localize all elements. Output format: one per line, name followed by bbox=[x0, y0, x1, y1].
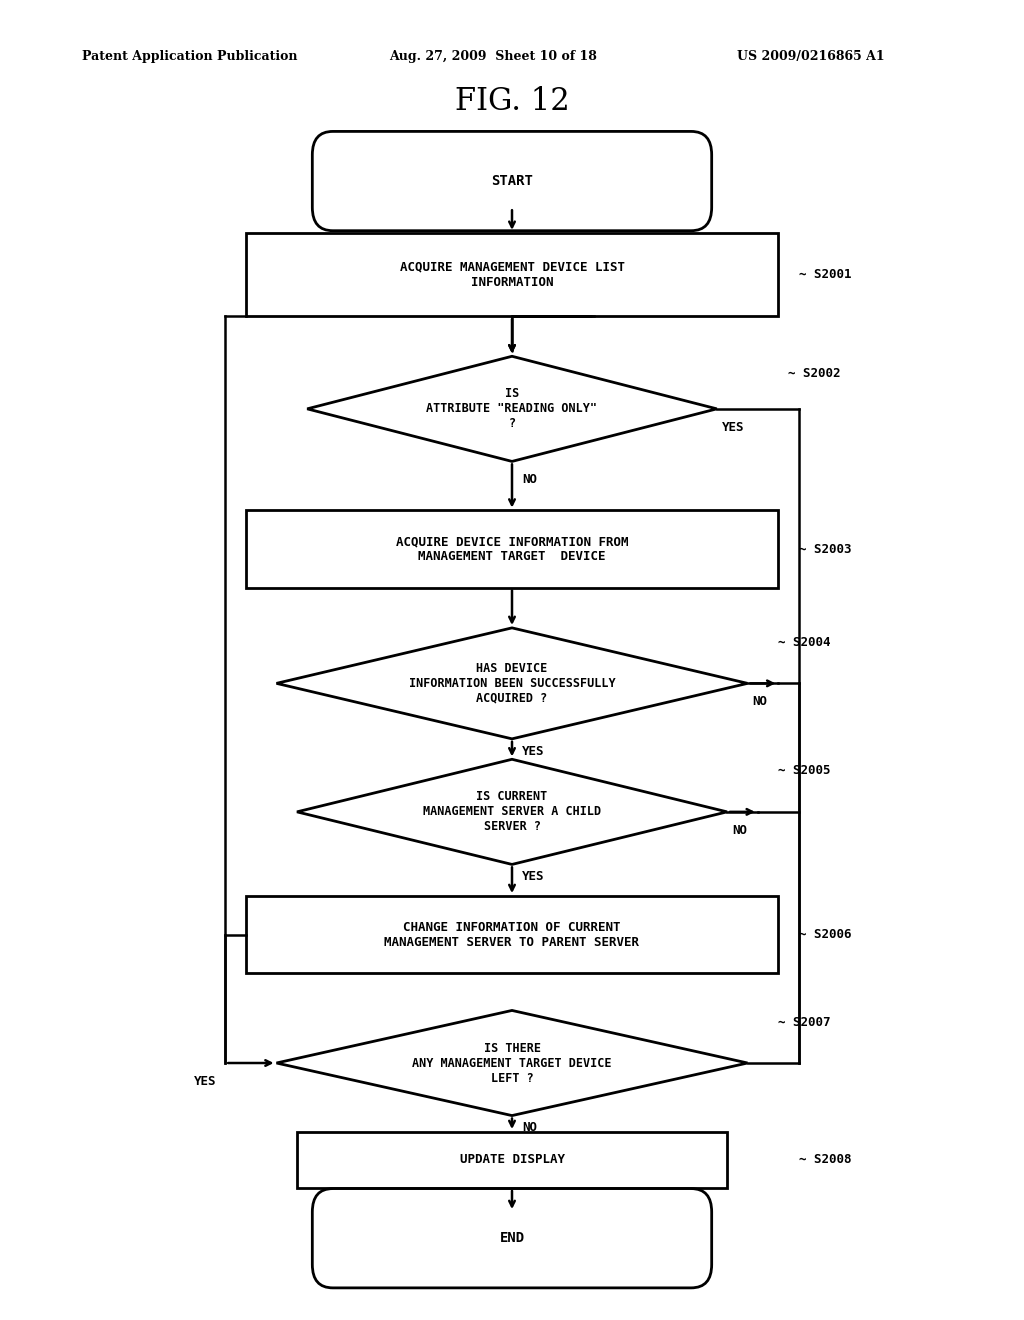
Text: YES: YES bbox=[194, 1074, 216, 1088]
Text: NO: NO bbox=[732, 824, 748, 837]
Text: ACQUIRE DEVICE INFORMATION FROM
MANAGEMENT TARGET  DEVICE: ACQUIRE DEVICE INFORMATION FROM MANAGEME… bbox=[395, 535, 629, 564]
Polygon shape bbox=[307, 356, 717, 462]
Bar bbox=[246, 511, 778, 587]
Text: YES: YES bbox=[522, 870, 545, 883]
Text: YES: YES bbox=[722, 421, 744, 433]
Text: ~ S2002: ~ S2002 bbox=[788, 367, 841, 380]
Text: NO: NO bbox=[522, 1122, 538, 1134]
Text: NO: NO bbox=[753, 696, 768, 708]
FancyBboxPatch shape bbox=[312, 1188, 712, 1288]
Text: YES: YES bbox=[522, 744, 545, 758]
Text: ~ S2006: ~ S2006 bbox=[799, 928, 851, 941]
Text: ~ S2005: ~ S2005 bbox=[778, 764, 830, 777]
Text: ~ S2004: ~ S2004 bbox=[778, 636, 830, 649]
Text: Patent Application Publication: Patent Application Publication bbox=[82, 50, 297, 63]
Text: Aug. 27, 2009  Sheet 10 of 18: Aug. 27, 2009 Sheet 10 of 18 bbox=[389, 50, 597, 63]
Text: START: START bbox=[492, 174, 532, 187]
Text: ~ S2003: ~ S2003 bbox=[799, 543, 851, 556]
FancyBboxPatch shape bbox=[312, 132, 712, 231]
Text: IS THERE
ANY MANAGEMENT TARGET DEVICE
LEFT ?: IS THERE ANY MANAGEMENT TARGET DEVICE LE… bbox=[413, 1041, 611, 1085]
Text: ACQUIRE MANAGEMENT DEVICE LIST
INFORMATION: ACQUIRE MANAGEMENT DEVICE LIST INFORMATI… bbox=[399, 260, 625, 289]
Text: IS CURRENT
MANAGEMENT SERVER A CHILD
SERVER ?: IS CURRENT MANAGEMENT SERVER A CHILD SER… bbox=[423, 791, 601, 833]
Bar bbox=[246, 232, 778, 317]
Polygon shape bbox=[297, 759, 727, 865]
Text: UPDATE DISPLAY: UPDATE DISPLAY bbox=[460, 1154, 564, 1167]
Text: ~ S2008: ~ S2008 bbox=[799, 1154, 851, 1167]
Bar bbox=[246, 896, 778, 973]
Polygon shape bbox=[276, 1010, 748, 1115]
Text: ~ S2007: ~ S2007 bbox=[778, 1015, 830, 1028]
Polygon shape bbox=[276, 628, 748, 739]
Text: ~ S2001: ~ S2001 bbox=[799, 268, 851, 281]
Text: IS
ATTRIBUTE "READING ONLY"
?: IS ATTRIBUTE "READING ONLY" ? bbox=[427, 387, 597, 430]
Text: CHANGE INFORMATION OF CURRENT
MANAGEMENT SERVER TO PARENT SERVER: CHANGE INFORMATION OF CURRENT MANAGEMENT… bbox=[384, 920, 640, 949]
Bar bbox=[297, 1133, 727, 1188]
Text: END: END bbox=[500, 1232, 524, 1245]
Text: NO: NO bbox=[522, 473, 538, 486]
Text: US 2009/0216865 A1: US 2009/0216865 A1 bbox=[737, 50, 885, 63]
Text: FIG. 12: FIG. 12 bbox=[455, 86, 569, 116]
Text: HAS DEVICE
INFORMATION BEEN SUCCESSFULLY
ACQUIRED ?: HAS DEVICE INFORMATION BEEN SUCCESSFULLY… bbox=[409, 661, 615, 705]
